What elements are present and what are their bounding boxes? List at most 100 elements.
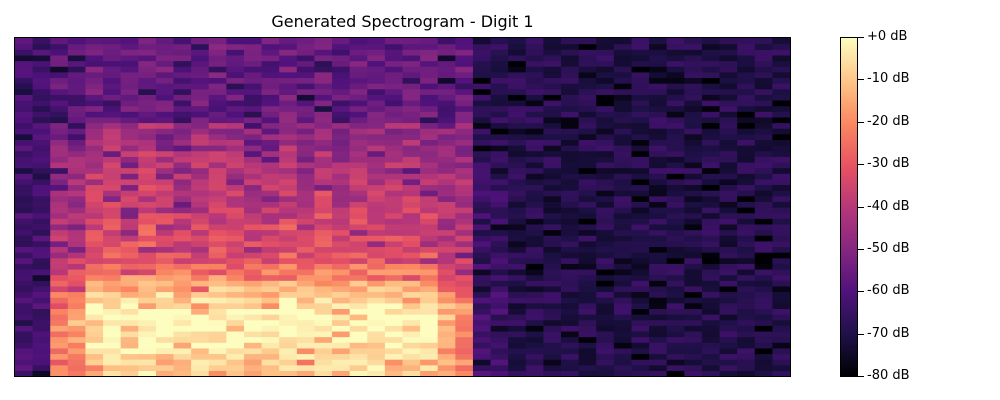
spectrogram-cell xyxy=(649,274,668,281)
spectrogram-cell xyxy=(772,342,790,349)
spectrogram-cell xyxy=(649,49,668,56)
spectrogram-cell xyxy=(772,257,790,264)
spectrogram-cell xyxy=(561,83,580,90)
spectrogram-cell xyxy=(596,99,615,107)
spectrogram-cell xyxy=(701,229,721,236)
spectrogram-cell xyxy=(208,336,227,343)
spectrogram-cell xyxy=(208,342,227,349)
spectrogram-cell xyxy=(367,223,386,231)
spectrogram-cell xyxy=(772,364,790,371)
spectrogram-cell xyxy=(191,359,210,366)
spectrogram-cell xyxy=(772,319,790,326)
spectrogram-cell xyxy=(208,190,227,197)
spectrogram-cell xyxy=(15,325,34,332)
spectrogram-cell xyxy=(666,105,685,112)
spectrogram-cell xyxy=(226,43,245,50)
spectrogram-cell xyxy=(208,297,227,304)
spectrogram-cell xyxy=(243,268,263,276)
spectrogram-cell xyxy=(613,128,633,135)
spectrogram-cell xyxy=(508,156,527,163)
spectrogram-cell xyxy=(367,319,386,326)
spectrogram-cell xyxy=(314,133,333,140)
spectrogram-cell xyxy=(701,128,721,135)
spectrogram-cell xyxy=(103,105,122,112)
spectrogram-cell xyxy=(332,49,351,56)
spectrogram-cell xyxy=(525,212,545,219)
spectrogram-cell xyxy=(719,302,738,309)
spectrogram-cell xyxy=(103,190,122,197)
spectrogram-cell xyxy=(279,201,298,208)
spectrogram-cell xyxy=(279,319,298,326)
spectrogram-cell xyxy=(719,150,738,157)
spectrogram-cell xyxy=(15,207,34,214)
spectrogram-cell xyxy=(367,274,386,281)
spectrogram-cell xyxy=(596,212,615,219)
spectrogram-cell xyxy=(490,218,509,225)
spectrogram-cell xyxy=(737,336,756,343)
spectrogram-cell xyxy=(754,263,773,270)
spectrogram-cell xyxy=(173,252,192,259)
colorbar-tick xyxy=(858,164,864,166)
spectrogram-cell xyxy=(67,325,87,332)
spectrogram-cell xyxy=(561,128,580,135)
spectrogram-cell xyxy=(32,77,51,84)
spectrogram-cell xyxy=(279,195,298,202)
spectrogram-cell xyxy=(666,156,685,163)
spectrogram-cell xyxy=(455,173,474,180)
spectrogram-cell xyxy=(50,330,69,338)
spectrogram-cell xyxy=(754,77,773,84)
spectrogram-cell xyxy=(666,178,685,186)
spectrogram-cell xyxy=(138,285,157,293)
spectrogram-cell xyxy=(402,240,421,248)
spectrogram-cell xyxy=(120,128,139,135)
spectrogram-cell xyxy=(666,240,685,248)
spectrogram-cell xyxy=(472,178,492,186)
spectrogram-cell xyxy=(367,128,386,135)
spectrogram-cell xyxy=(561,49,580,56)
spectrogram-cell xyxy=(261,330,280,338)
spectrogram-cell xyxy=(138,370,157,376)
spectrogram-cell xyxy=(596,105,615,112)
spectrogram-cell xyxy=(173,167,192,174)
spectrogram-cell xyxy=(296,218,316,225)
spectrogram-cell xyxy=(701,207,721,214)
spectrogram-cell xyxy=(261,246,280,253)
spectrogram-cell xyxy=(402,212,421,219)
spectrogram-cell xyxy=(649,364,668,371)
spectrogram-cell xyxy=(15,116,34,124)
spectrogram-cell xyxy=(191,291,210,298)
spectrogram-cell xyxy=(314,201,333,208)
spectrogram-cell xyxy=(332,161,351,169)
spectrogram-cell xyxy=(261,285,280,293)
spectrogram-cell xyxy=(243,274,263,281)
spectrogram-cell xyxy=(666,353,685,360)
spectrogram-cell xyxy=(737,201,756,208)
spectrogram-cell xyxy=(613,235,633,242)
spectrogram-cell xyxy=(349,302,368,309)
spectrogram-cell xyxy=(455,280,474,287)
spectrogram-cell xyxy=(367,178,386,186)
spectrogram-cell xyxy=(208,359,227,366)
spectrogram-cell xyxy=(349,145,368,152)
spectrogram-cell xyxy=(120,94,139,101)
spectrogram-cell xyxy=(191,353,210,360)
spectrogram-cell xyxy=(666,195,685,202)
spectrogram-cell xyxy=(173,49,192,56)
spectrogram-cell xyxy=(261,71,280,79)
spectrogram-cell xyxy=(455,49,474,56)
spectrogram-cell xyxy=(508,161,527,169)
spectrogram-cell xyxy=(437,161,456,169)
spectrogram-cell xyxy=(155,111,175,118)
spectrogram-cell xyxy=(455,257,474,264)
spectrogram-cell xyxy=(85,268,104,276)
spectrogram-cell xyxy=(243,212,263,219)
spectrogram-cell xyxy=(138,195,157,202)
spectrogram-cell xyxy=(208,150,227,157)
spectrogram-cell xyxy=(85,83,104,90)
spectrogram-cell xyxy=(596,207,615,214)
spectrogram-cell xyxy=(15,229,34,236)
spectrogram-cell xyxy=(32,302,51,309)
spectrogram-cell xyxy=(155,150,175,157)
spectrogram-cell xyxy=(578,342,597,349)
spectrogram-cell xyxy=(279,291,298,298)
